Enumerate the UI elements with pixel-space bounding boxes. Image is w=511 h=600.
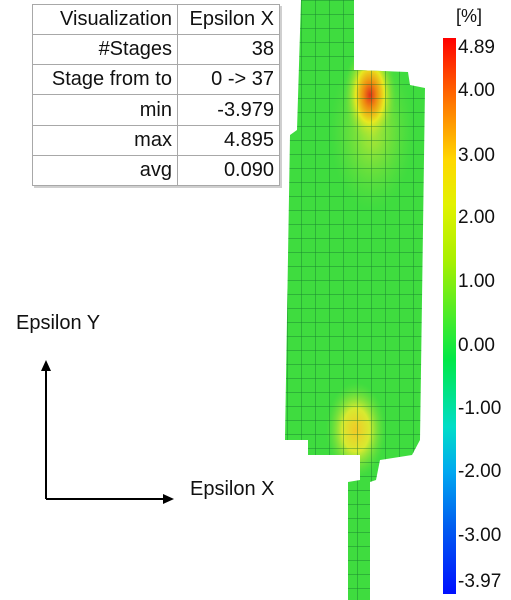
colorbar-tick: 4.00 (458, 80, 495, 101)
colorbar-tick: -1.00 (458, 398, 502, 419)
row-value-min: -3.979 (176, 94, 281, 126)
row-key-min: min (32, 94, 178, 126)
colorbar-unit: [%] (456, 6, 483, 26)
row-value-stage-range: 0 -> 37 (176, 64, 281, 96)
row-value-visualization: Epsilon X (176, 3, 281, 36)
row-key-visualization: Visualization (32, 3, 178, 36)
colorbar-tick: 0.00 (458, 335, 495, 356)
row-key-avg: avg (32, 154, 178, 187)
colorbar (443, 38, 456, 594)
colorbar-tick: -3.00 (458, 525, 502, 546)
colorbar-tick: 1.00 (458, 271, 495, 292)
row-key-max: max (32, 124, 178, 156)
axis-label-x: Epsilon X (190, 478, 275, 500)
stage-info-table: Visualization Epsilon X #Stages 38 Stage… (32, 3, 281, 187)
colorbar-tick: 2.00 (458, 207, 495, 228)
colorbar-tick: 3.00 (458, 145, 495, 166)
row-key-stage-range: Stage from to (32, 64, 178, 96)
table-row: avg 0.090 (32, 154, 281, 187)
row-value-max: 4.895 (176, 124, 281, 156)
row-value-stages: 38 (176, 34, 281, 66)
row-key-stages: #Stages (32, 34, 178, 66)
table-row: min -3.979 (32, 94, 281, 126)
table-row: #Stages 38 (32, 34, 281, 66)
specimen (285, 0, 425, 600)
colorbar-tick: -2.00 (458, 461, 502, 482)
colorbar-tick: -3.97 (458, 571, 502, 592)
colorbar-tick: 4.89 (458, 37, 495, 58)
table-row: Stage from to 0 -> 37 (32, 64, 281, 96)
table-row: Visualization Epsilon X (32, 3, 281, 36)
axis-label-y: Epsilon Y (16, 312, 101, 334)
table-row: max 4.895 (32, 124, 281, 156)
row-value-avg: 0.090 (176, 154, 281, 187)
